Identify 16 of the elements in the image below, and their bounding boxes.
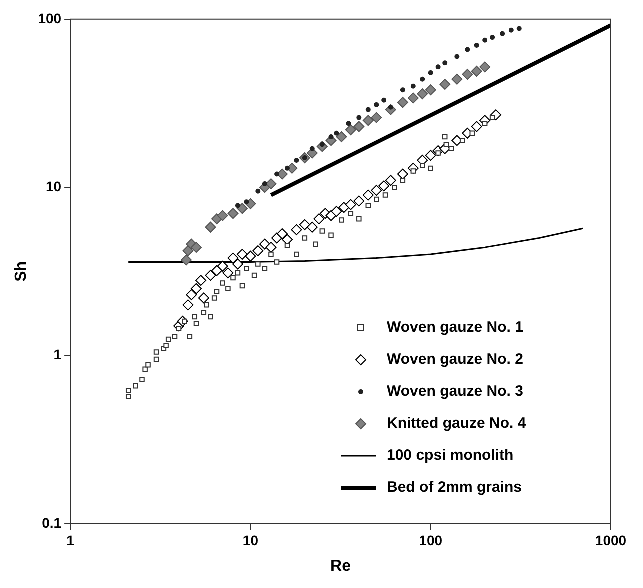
- legend-label: Woven gauze No. 1: [387, 319, 524, 336]
- legend-label: Woven gauze No. 2: [387, 351, 524, 368]
- y-tick-label: 100: [38, 10, 62, 26]
- legend-label: Bed of 2mm grains: [387, 479, 522, 496]
- y-tick-label: 1: [54, 346, 62, 363]
- x-tick-label: 1000: [595, 532, 627, 548]
- y-tick-label: 0.1: [42, 514, 62, 531]
- y-axis-title: Sh: [13, 261, 30, 282]
- legend-label: Knitted gauze No. 4: [387, 415, 527, 432]
- x-axis-title: Re: [330, 558, 352, 575]
- x-tick-label: 10: [242, 532, 259, 548]
- y-tick-label: 10: [46, 178, 62, 194]
- legend-label: 100 cpsi monolith: [387, 447, 514, 464]
- x-tick-label: 1: [66, 532, 75, 548]
- legend-label: Woven gauze No. 3: [387, 383, 524, 400]
- x-tick-label: 100: [419, 532, 443, 548]
